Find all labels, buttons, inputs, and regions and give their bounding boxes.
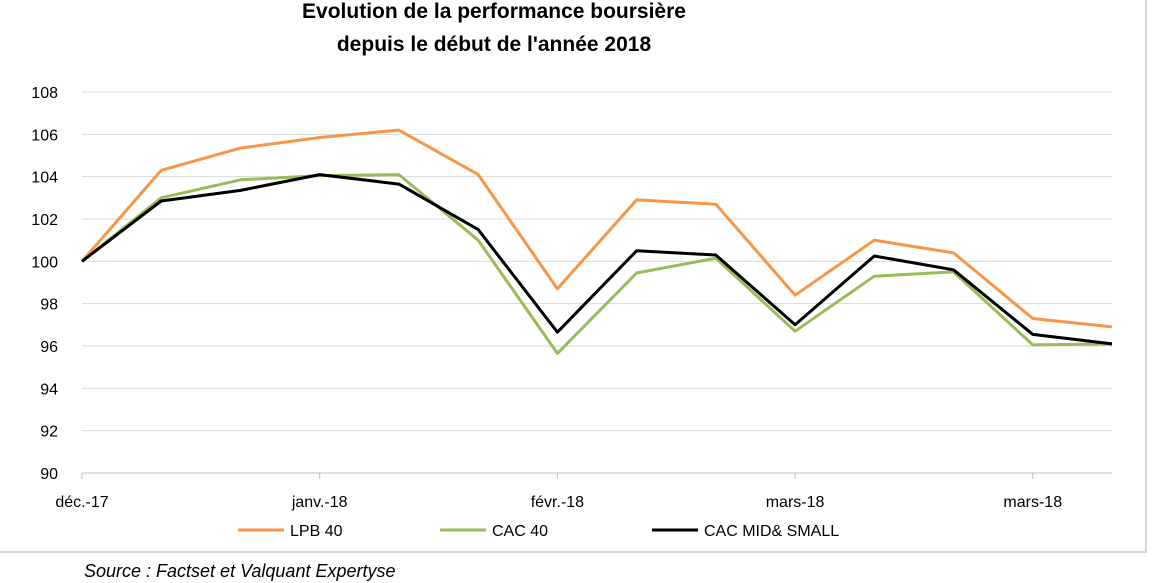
y-tick-label: 96	[40, 339, 58, 356]
series-line-2	[81, 173, 1113, 355]
y-tick-label: 102	[31, 212, 58, 229]
legend-label-1: LPB 40	[290, 523, 343, 540]
y-tick-label: 104	[31, 170, 58, 187]
y-tick-label: 98	[40, 297, 58, 314]
y-tick-label: 94	[40, 381, 58, 398]
source-note: Source : Factset et Valquant Expertyse	[84, 561, 396, 581]
x-tick-label: mars-18	[1003, 494, 1062, 511]
series-line-3	[81, 173, 1113, 346]
legend-label-3: CAC MID& SMALL	[704, 523, 839, 540]
x-tick-label: janv.-18	[291, 494, 348, 511]
legend: LPB 40 CAC 40 CAC MID& SMALL	[238, 523, 839, 540]
series-lines	[80, 128, 1113, 355]
y-tick-label: 92	[40, 424, 58, 441]
y-tick-label: 90	[40, 466, 58, 483]
series-line-1	[80, 128, 1113, 329]
y-tick-label: 100	[31, 254, 58, 271]
legend-label-2: CAC 40	[492, 523, 548, 540]
x-tick-label: déc.-17	[55, 494, 108, 511]
chart-frame	[0, 0, 1147, 553]
axes: 90 92 94 96 98 100 102 104 106 108 déc.-17 janv.-18…	[31, 85, 1112, 511]
y-tick-label: 108	[31, 85, 58, 102]
chart-title-line-2: depuis le début de l'année 2018	[337, 33, 652, 56]
y-tick-label: 106	[31, 127, 58, 144]
gridlines	[82, 91, 1112, 432]
x-tick-label: févr.-18	[531, 494, 584, 511]
x-tick-label: mars-18	[766, 494, 825, 511]
chart-title-line-1: Evolution de la performance boursière	[302, 0, 686, 23]
